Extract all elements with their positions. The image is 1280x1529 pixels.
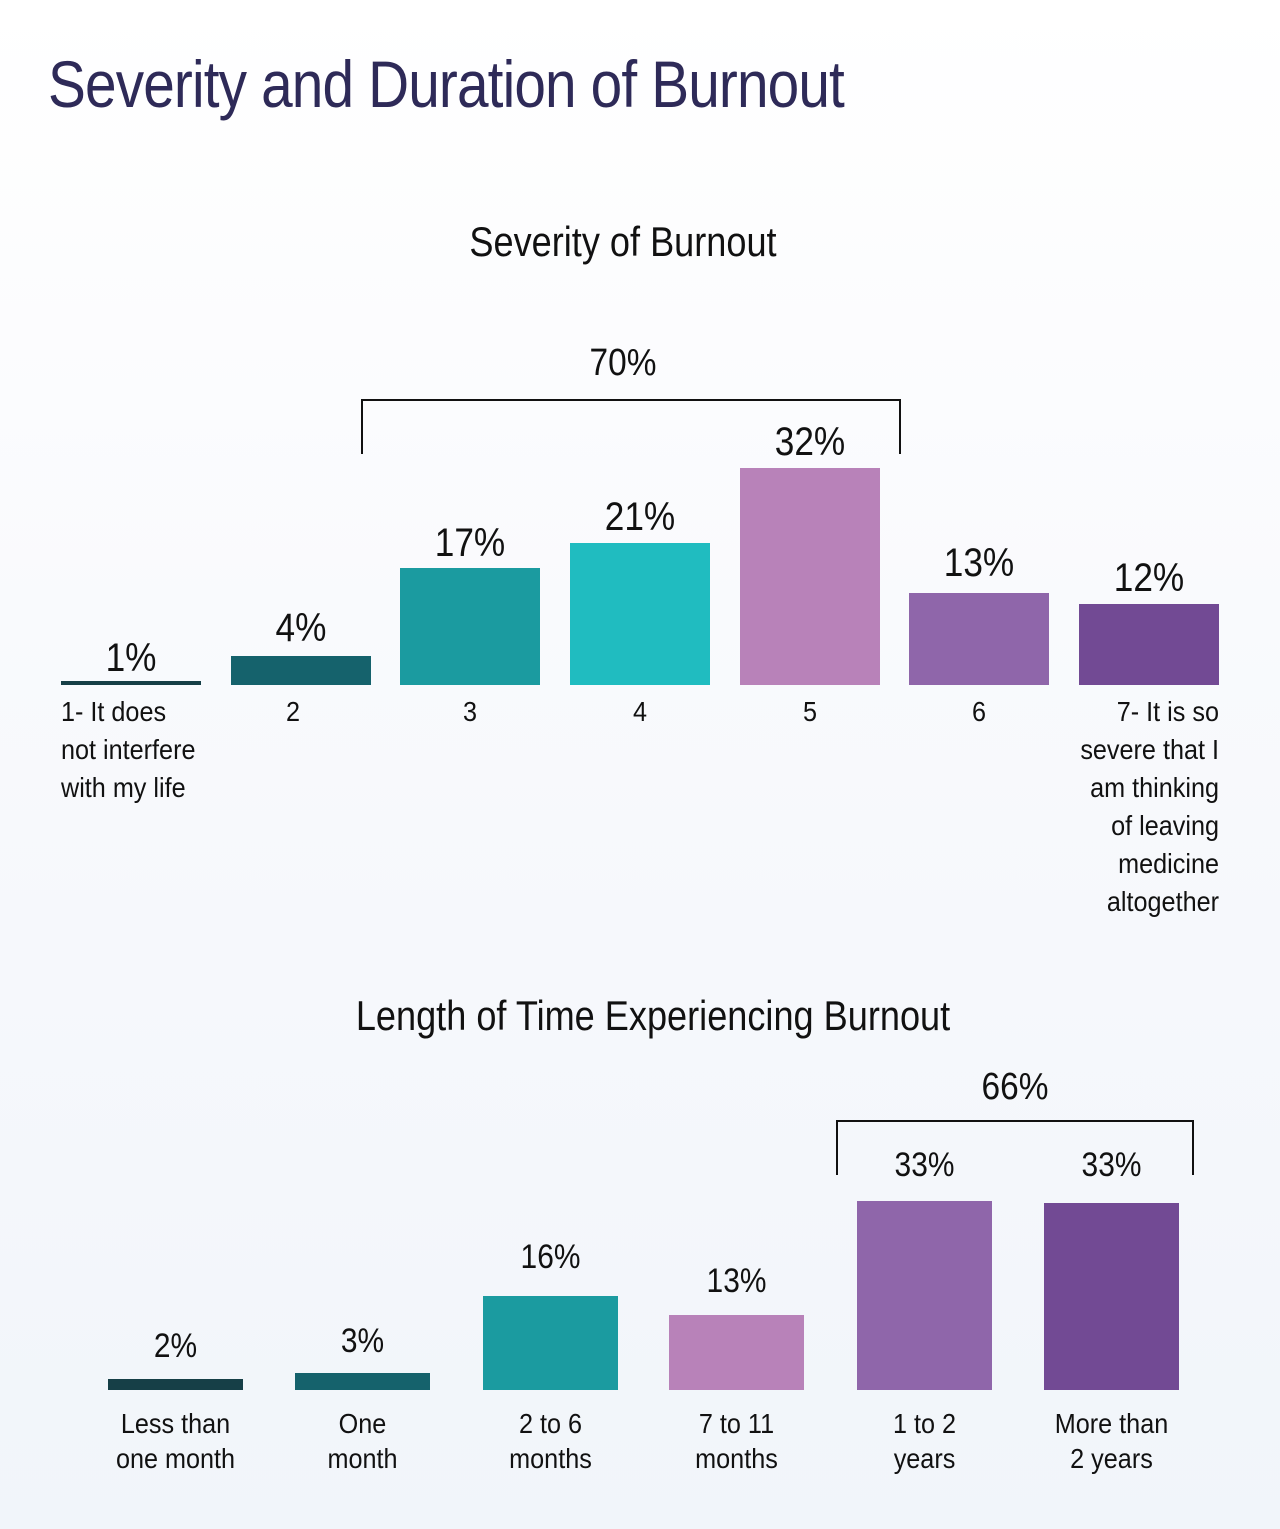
category-label: 4 (632, 696, 648, 727)
category-label: 2 (285, 696, 301, 727)
bar (669, 1315, 804, 1390)
value-label: 13% (943, 541, 1015, 585)
value-label: 33% (1081, 1146, 1142, 1184)
category-label: Less than one month (115, 1408, 236, 1474)
bracket-label: 66% (981, 1066, 1049, 1108)
value-label: 32% (774, 420, 846, 464)
category-label: 3 (462, 696, 478, 727)
bar (909, 593, 1049, 685)
bracket (836, 1120, 1194, 1175)
value-label: 33% (894, 1146, 955, 1184)
bracket (361, 399, 901, 454)
category-label: More than 2 years (1054, 1408, 1169, 1474)
value-label: 2% (153, 1327, 198, 1365)
value-label: 13% (706, 1262, 767, 1300)
value-label: 4% (275, 606, 327, 650)
bar (483, 1296, 618, 1390)
category-label: 7- It is so severe that I am thinking of… (1080, 696, 1219, 917)
value-label: 16% (520, 1238, 581, 1276)
bar (400, 568, 540, 685)
value-label: 21% (604, 495, 676, 539)
category-label: 7 to 11 months (695, 1408, 778, 1474)
category-label: 2 to 6 months (509, 1408, 592, 1474)
bar (61, 681, 201, 685)
bar (570, 543, 710, 685)
bar (1079, 604, 1219, 685)
category-label: 6 (971, 696, 987, 727)
bracket-label: 70% (589, 342, 657, 384)
bar (740, 468, 880, 685)
category-label: 1- It does not interfere with my life (61, 696, 196, 803)
bar (231, 656, 371, 685)
bar (108, 1379, 243, 1390)
category-label: 1 to 2 years (892, 1408, 957, 1474)
bar (295, 1373, 430, 1390)
value-label: 12% (1113, 556, 1185, 600)
category-label: One month (327, 1408, 398, 1474)
bar (1044, 1203, 1179, 1390)
chart-title: Severity of Burnout (469, 218, 777, 265)
value-label: 17% (434, 521, 506, 565)
page-title: Severity and Duration of Burnout (48, 47, 845, 121)
chart-title: Length of Time Experiencing Burnout (355, 992, 951, 1039)
value-label: 3% (340, 1322, 385, 1360)
category-label: 5 (802, 696, 818, 727)
value-label: 1% (105, 636, 157, 680)
bar (857, 1201, 992, 1390)
